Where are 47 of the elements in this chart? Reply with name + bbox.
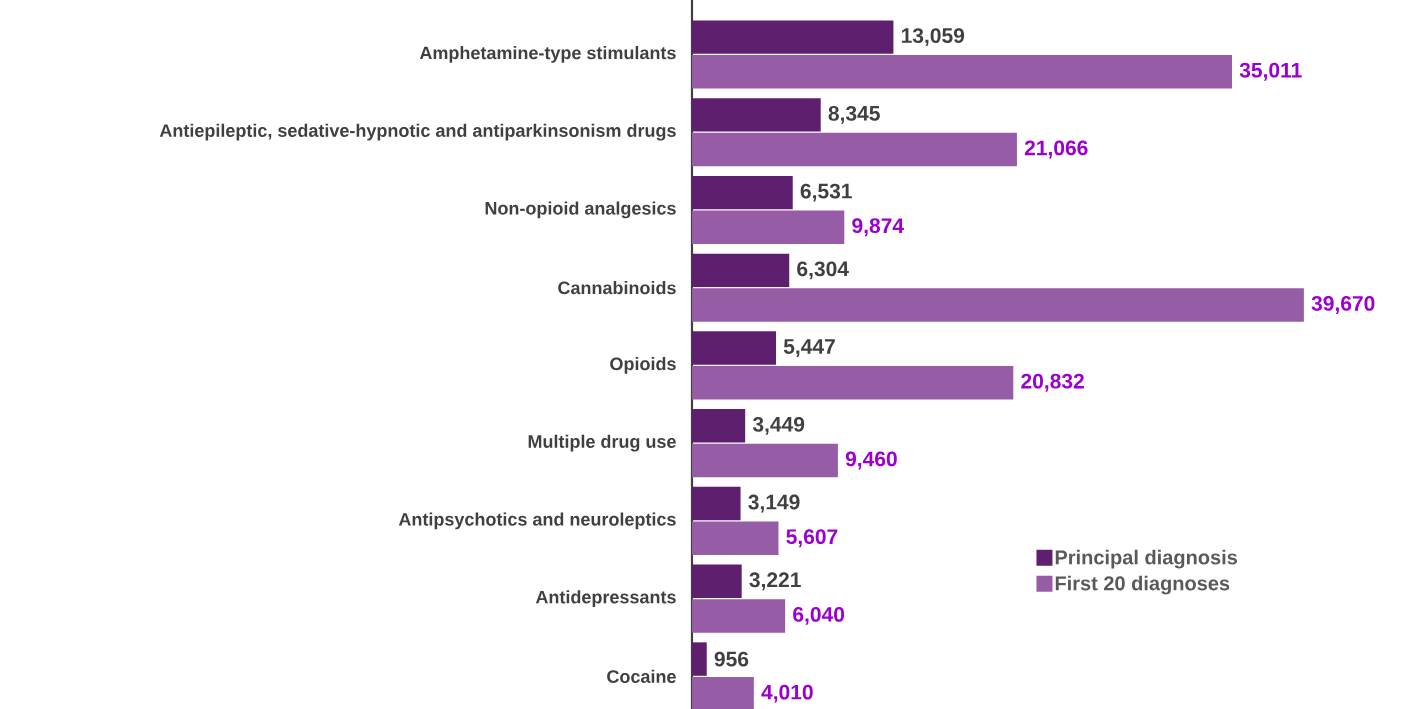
legend-label: Principal diagnosis [1055,549,1238,569]
y-tick-label: Amphetamine-type stimulants [419,46,676,63]
bar [691,443,838,478]
y-tick-label: Cannabinoids [558,281,676,295]
bar [691,253,790,288]
data-label: 3,449 [752,416,805,435]
data-label: 9,874 [852,218,904,237]
bar [691,642,707,676]
data-label: 6,304 [797,261,849,280]
bar [691,210,845,244]
data-label: 6,531 [800,183,852,202]
data-label: 20,832 [1021,373,1084,392]
bar [691,409,746,443]
data-label: 21,066 [1024,140,1088,159]
y-tick-label: Antidepressants [535,590,676,607]
data-label: 5,607 [786,529,838,548]
bar [691,132,1017,167]
data-label: 4,010 [761,684,813,703]
data-label: 5,447 [783,339,835,357]
bar [691,521,779,555]
data-label: 8,345 [828,105,880,124]
legend-label: First 20 diagnoses [1055,575,1230,595]
bar [691,486,741,521]
y-tick-label: Antiepileptic, sedative-hypnotic and antiparkinsonism drugs [159,123,676,141]
y-tick-label: Non-opioid analgesics [485,201,676,219]
bar [691,564,742,599]
bar [691,365,1014,400]
y-tick-label: Multiple drug use [528,434,676,452]
bar [691,98,821,132]
data-label: 3,221 [749,572,801,591]
bar [691,288,1304,322]
bar [691,175,793,210]
y-tick-label: Opioids [610,356,676,374]
bar [691,55,1233,89]
y-tick-label: Antipsychotics and neuroleptics [398,512,676,530]
data-label: 13,059 [901,28,965,47]
data-label: 6,040 [793,606,845,625]
data-label: 3,149 [748,494,800,513]
data-label: 35,011 [1239,62,1302,81]
data-label: 39,670 [1311,295,1375,314]
data-label: 956 [714,651,749,667]
bar [691,676,754,709]
bar [691,599,786,633]
bar [691,331,777,365]
y-tick-label: Cocaine [607,669,676,683]
data-label: 9,460 [845,451,897,470]
bar [691,20,894,54]
